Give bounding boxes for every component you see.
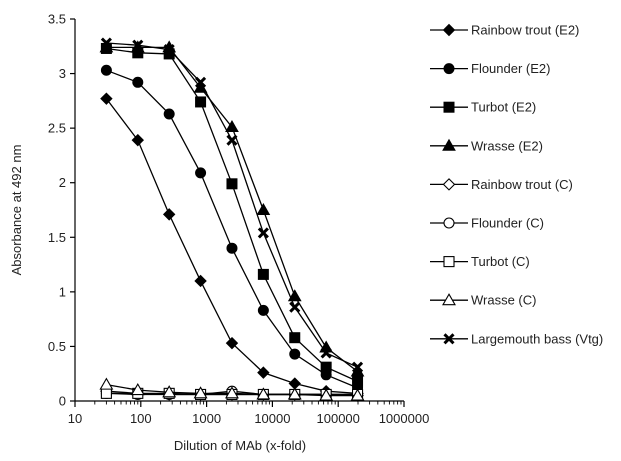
- data-point: [226, 178, 238, 190]
- legend-marker: [443, 333, 455, 345]
- series-8: [100, 37, 364, 373]
- data-point: [289, 332, 301, 344]
- x-tick-label: 100: [130, 411, 152, 426]
- y-tick-label: 1.5: [48, 230, 66, 245]
- data-point: [225, 120, 239, 133]
- legend-label: Rainbow trout (E2): [471, 23, 579, 38]
- legend-item: Turbot (E2): [430, 100, 536, 115]
- legend-marker: [442, 293, 456, 306]
- series-line: [106, 47, 358, 382]
- series-2: [100, 42, 364, 387]
- series-7: [99, 377, 365, 401]
- legend-marker: [442, 23, 456, 37]
- legend-marker: [443, 217, 455, 229]
- legend-label: Wrasse (E2): [471, 138, 543, 153]
- legend-label: Rainbow trout (C): [471, 177, 573, 192]
- legend-item: Wrasse (C): [430, 293, 536, 308]
- data-point: [289, 348, 301, 360]
- data-point: [195, 96, 207, 108]
- y-tick-label: 3.5: [48, 12, 66, 27]
- series-line: [106, 46, 358, 373]
- legend-marker: [442, 138, 456, 151]
- ticks: 0 0.5 1 1.5 2 2.5 3 3.5 10 100 1000 10000 100000 1000…: [48, 12, 429, 427]
- data-point: [319, 388, 334, 401]
- y-tick-label: 0.5: [48, 339, 66, 354]
- data-point: [287, 289, 302, 302]
- data-point: [195, 167, 207, 179]
- y-tick-label: 2: [59, 175, 66, 190]
- x-tick-label: 1000: [192, 411, 221, 426]
- data-point: [351, 361, 364, 373]
- data-point: [257, 366, 270, 379]
- series-layer: [99, 37, 365, 402]
- y-axis-title: Absorbance at 492 nm: [9, 145, 24, 276]
- data-point: [257, 227, 269, 239]
- legend-label: Wrasse (C): [471, 293, 536, 308]
- data-point: [162, 385, 177, 398]
- data-point: [131, 133, 144, 147]
- legend-item: Rainbow trout (E2): [430, 23, 579, 38]
- data-point: [320, 347, 332, 359]
- series-line: [106, 42, 358, 368]
- x-tick-label: 10000: [254, 411, 290, 426]
- legend-marker: [443, 63, 455, 75]
- y-tick-label: 0: [59, 394, 66, 409]
- x-tick-label: 100000: [317, 411, 360, 426]
- x-tick-label: 10: [68, 411, 82, 426]
- data-point: [195, 76, 207, 88]
- legend: Rainbow trout (E2) Flounder (E2) Turbot (E…: [430, 23, 603, 346]
- data-point: [287, 387, 302, 400]
- legend-item: Turbot (C): [430, 254, 530, 269]
- y-tick-label: 2.5: [48, 121, 66, 136]
- series-3: [99, 40, 365, 377]
- data-point: [99, 377, 114, 390]
- data-point: [257, 268, 269, 280]
- legend-label: Largemouth bass (Vtg): [471, 331, 603, 346]
- data-point: [132, 39, 144, 51]
- legend-label: Flounder (C): [471, 216, 544, 231]
- legend-marker: [443, 101, 455, 113]
- data-point: [132, 76, 144, 88]
- y-tick-label: 3: [59, 66, 66, 81]
- data-point: [194, 274, 207, 288]
- data-point: [352, 375, 364, 387]
- data-point: [100, 37, 112, 49]
- legend-item: Largemouth bass (Vtg): [430, 331, 603, 346]
- y-tick-label: 1: [59, 284, 66, 299]
- data-point: [226, 134, 238, 146]
- data-point: [289, 301, 301, 313]
- data-point: [193, 386, 208, 399]
- data-point: [100, 64, 112, 76]
- legend-marker: [442, 178, 456, 191]
- data-point: [100, 387, 112, 399]
- data-point: [130, 382, 145, 396]
- legend-item: Rainbow trout (C): [430, 177, 573, 192]
- data-point: [256, 202, 271, 215]
- data-point: [100, 92, 113, 105]
- legend-label: Turbot (E2): [471, 100, 536, 115]
- data-point: [320, 361, 332, 373]
- data-point: [257, 304, 269, 316]
- data-point: [226, 242, 238, 254]
- data-point: [256, 387, 271, 400]
- legend-item: Wrasse (E2): [430, 138, 543, 153]
- legend-label: Flounder (E2): [471, 61, 550, 76]
- legend-label: Turbot (C): [471, 254, 530, 269]
- legend-item: Flounder (C): [430, 216, 544, 231]
- data-point: [163, 108, 175, 120]
- data-point: [225, 336, 239, 350]
- data-point: [163, 43, 175, 56]
- data-point: [350, 388, 365, 401]
- legend-item: Flounder (E2): [430, 61, 550, 76]
- axes: [74, 19, 404, 402]
- data-point: [225, 386, 239, 399]
- x-tick-label: 1000000: [379, 411, 430, 426]
- legend-marker: [443, 256, 455, 268]
- x-axis-title: Dilution of MAb (x-fold): [174, 438, 306, 453]
- data-point: [162, 208, 176, 221]
